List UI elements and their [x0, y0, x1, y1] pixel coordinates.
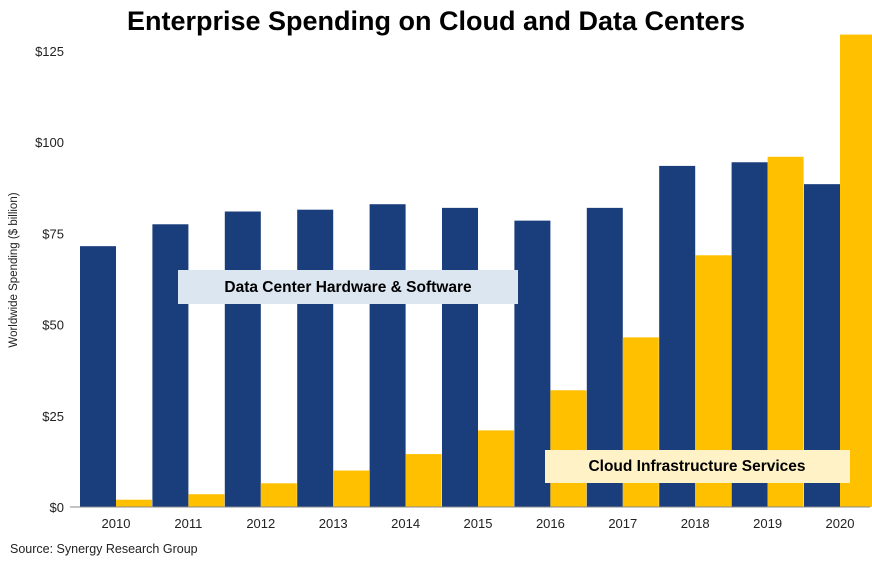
- x-tick-label: 2010: [102, 516, 131, 531]
- y-tick-label: $125: [35, 44, 64, 59]
- x-tick-label: 2015: [464, 516, 493, 531]
- x-tick-label: 2019: [753, 516, 782, 531]
- bar-cloud-2019: [767, 156, 804, 508]
- y-tick-label: $50: [42, 318, 64, 333]
- bar-data-center-2011: [152, 224, 189, 507]
- bar-cloud-2015: [478, 430, 514, 507]
- legend-box-cloud: [545, 450, 850, 483]
- bar-data-center-2015: [442, 207, 478, 507]
- y-tick-label: $25: [42, 409, 64, 424]
- y-tick-label: $100: [35, 135, 64, 150]
- y-tick-label: $0: [50, 500, 64, 515]
- x-tick-label: 2013: [319, 516, 348, 531]
- bar-data-center-2019: [731, 162, 768, 507]
- x-tick-label: 2017: [608, 516, 637, 531]
- chart-title: Enterprise Spending on Cloud and Data Ce…: [126, 6, 746, 36]
- bar-data-center-2014: [369, 204, 406, 507]
- x-tick-label: 2012: [246, 516, 275, 531]
- legend-box-data-center: [178, 270, 518, 304]
- bar-cloud-2016: [550, 390, 587, 507]
- legend-label-data-center: Data Center Hardware & Software: [224, 279, 472, 296]
- y-tick-label: $75: [42, 226, 64, 241]
- bar-cloud-2011: [188, 494, 225, 507]
- source-note: Source: Synergy Research Group: [10, 542, 198, 556]
- bar-data-center-2016: [514, 220, 551, 507]
- x-axis-ticks: 2010 2011 2012 2013 2014 2015 2016 2017 2018 2019…: [102, 516, 855, 531]
- x-tick-label: 2016: [536, 516, 565, 531]
- x-tick-label: 2014: [391, 516, 420, 531]
- bar-cloud-2014: [405, 454, 442, 507]
- bars-group: [80, 34, 872, 508]
- y-axis-ticks: $0 $25 $50 $75 $100 $125: [35, 44, 64, 515]
- bar-data-center-2012: [224, 211, 261, 507]
- bar-cloud-2012: [260, 483, 297, 507]
- x-tick-label: 2018: [681, 516, 710, 531]
- y-axis-label: Worldwide Spending ($ billion): [8, 192, 20, 347]
- bar-cloud-2010: [116, 499, 152, 507]
- bar-data-center-2013: [297, 209, 334, 508]
- x-tick-label: 2011: [174, 516, 202, 531]
- bar-cloud-2020: [840, 34, 872, 508]
- bar-cloud-2013: [333, 470, 370, 507]
- bar-data-center-2010: [80, 246, 116, 507]
- x-tick-label: 2020: [826, 516, 855, 531]
- legend-label-cloud: Cloud Infrastructure Services: [588, 458, 805, 475]
